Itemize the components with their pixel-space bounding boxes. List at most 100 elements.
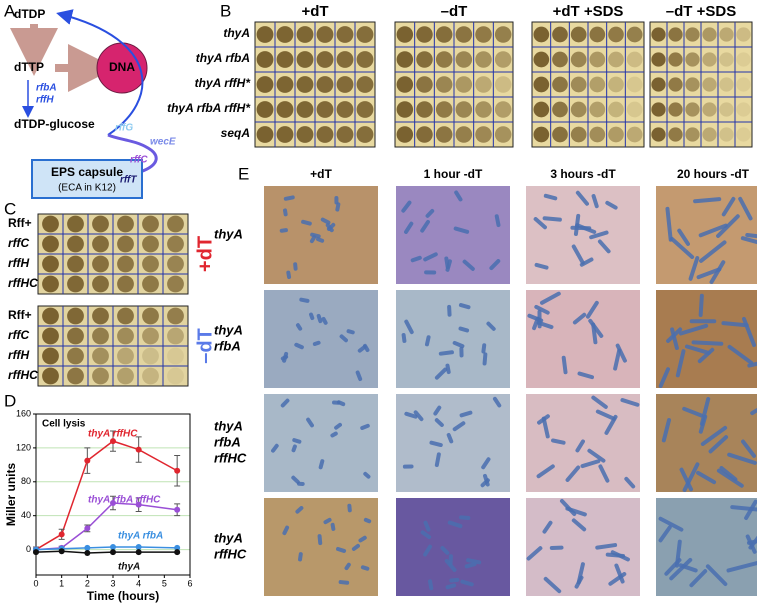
cell (613, 348, 622, 371)
colony-spot (142, 307, 159, 325)
micrograph (526, 290, 640, 388)
colony-spot (396, 101, 414, 118)
gene-label: rffG (115, 123, 133, 134)
cell (721, 321, 749, 328)
label: EPS capsule (51, 165, 123, 179)
cell (351, 543, 360, 551)
colony-spot (570, 76, 587, 93)
row-label: rffH (8, 256, 29, 270)
colony-spot (167, 235, 184, 253)
colony-spot (570, 101, 587, 118)
cell (355, 370, 363, 382)
cell (363, 517, 372, 524)
cell (420, 530, 432, 540)
row-label: rfbA (214, 434, 241, 449)
colony-spot (92, 275, 109, 293)
colony-spot (455, 26, 473, 43)
cell (481, 457, 491, 470)
colony-spot (356, 101, 374, 118)
cell (580, 459, 601, 469)
colony-spot (167, 215, 184, 233)
colony-spot (626, 126, 643, 143)
cell (750, 407, 757, 416)
cell (534, 304, 550, 315)
colony-spot (92, 215, 109, 233)
colony-spot (316, 76, 334, 93)
data-point (135, 549, 142, 556)
cell (315, 237, 325, 243)
micrograph (264, 394, 378, 492)
cell (482, 352, 488, 366)
colony-spot (296, 101, 314, 118)
row-label: thyA (214, 322, 243, 337)
row-label: rffH (8, 348, 29, 362)
colony-spot (608, 76, 624, 93)
colony-spot (336, 101, 354, 118)
cell (614, 563, 625, 584)
cell (658, 516, 684, 532)
cell (595, 409, 616, 421)
cell (534, 262, 549, 270)
colony-spot (719, 102, 734, 117)
row-label: seqA (221, 126, 250, 140)
cell (565, 465, 581, 482)
column-header: 3 hours -dT (550, 167, 616, 181)
colony-spot (475, 101, 492, 118)
cell (295, 506, 304, 514)
cell (688, 256, 700, 281)
cell (316, 313, 323, 324)
colony-spot (702, 102, 717, 117)
colony-spot (416, 51, 433, 68)
cell (591, 194, 599, 209)
cell (454, 190, 463, 202)
condition-label: –dT (194, 328, 216, 364)
cell (458, 303, 471, 310)
cell (575, 439, 585, 453)
cell (279, 228, 288, 233)
colony-spot (42, 275, 59, 293)
cell (282, 525, 290, 536)
cell (410, 255, 422, 263)
cell (699, 240, 727, 263)
row-label: thyA rfbA (196, 51, 250, 65)
column-header: 20 hours -dT (677, 167, 750, 181)
row-label: rffC (8, 328, 29, 342)
colony-spot (589, 101, 606, 118)
colony-spot (42, 347, 59, 365)
colony-spot (42, 215, 59, 233)
x-tick-label: 0 (33, 578, 38, 588)
colony-spot (552, 76, 568, 93)
x-axis-label: Time (hours) (87, 589, 159, 603)
row-label: rffHC (8, 276, 38, 290)
colony-spot (316, 101, 334, 118)
colony-spot (396, 126, 414, 143)
column-header: –dT +SDS (666, 3, 736, 20)
colony-spot (117, 235, 134, 253)
colony-spot (455, 126, 473, 143)
colony-spot (396, 76, 414, 93)
cell (271, 443, 279, 453)
y-tick-label: 80 (21, 476, 31, 486)
colony-spot (67, 275, 84, 293)
colony-spot (702, 52, 717, 67)
legend-entry: thyA rffHC (88, 429, 138, 440)
cell (459, 515, 471, 520)
cell (674, 539, 682, 568)
legend-entry: thyA (118, 562, 140, 573)
colony-spot (167, 367, 184, 385)
colony-spot (668, 77, 683, 92)
cell (539, 291, 561, 305)
cell (721, 196, 736, 217)
cell (360, 565, 370, 571)
cell (445, 259, 452, 272)
colony-spot (67, 367, 84, 385)
cell (716, 468, 744, 488)
colony-spot (276, 76, 294, 93)
cell (661, 418, 672, 443)
colony-spot (719, 77, 734, 92)
cell (404, 221, 414, 234)
column-header: +dT (310, 167, 332, 181)
cell (425, 208, 435, 218)
cell (449, 577, 460, 583)
cell (698, 293, 704, 318)
